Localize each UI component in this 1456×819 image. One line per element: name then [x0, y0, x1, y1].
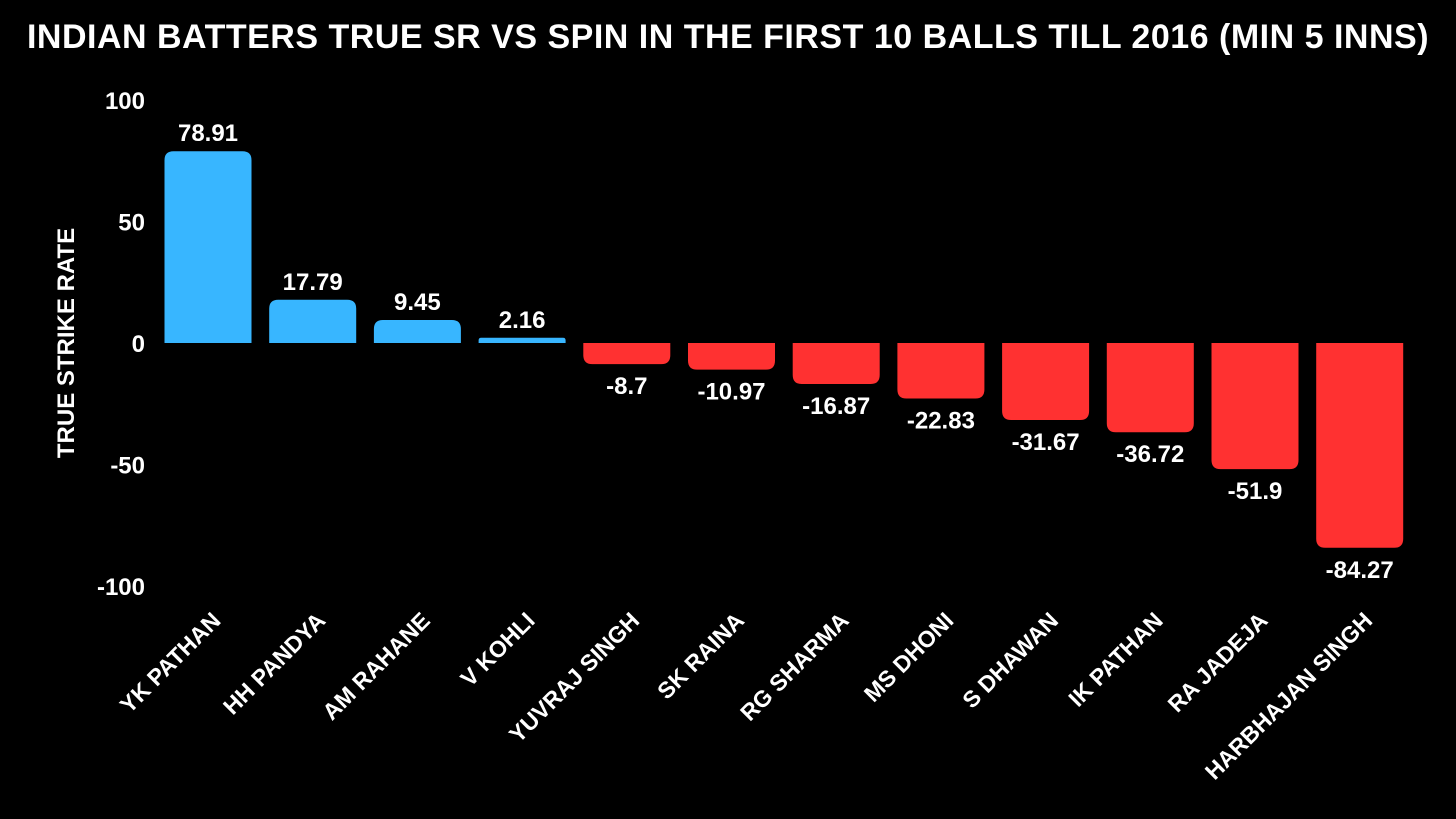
data-label: -31.67 [1012, 429, 1080, 456]
data-label: 9.45 [394, 289, 441, 316]
y-tick-label: 50 [118, 210, 145, 237]
bar-hh-pandya [269, 299, 357, 343]
chart-title: INDIAN BATTERS TRUE SR VS SPIN IN THE FI… [26, 18, 1430, 56]
y-tick-label: 0 [132, 331, 145, 358]
data-label: -10.97 [697, 379, 765, 406]
x-tick-label: YK PATHAN [115, 607, 226, 718]
y-tick-label: -50 [110, 453, 145, 480]
bar-harbhajan-singh [1316, 343, 1404, 548]
data-label: -84.27 [1326, 557, 1394, 584]
bar-ik-pathan [1106, 343, 1194, 433]
data-label: 17.79 [283, 269, 343, 296]
data-labels: 78.91 17.79 9.45 2.16 -8.7 -10.97 -16.87 -22.83… [178, 120, 1394, 584]
bar-sk-raina [688, 343, 775, 370]
x-tick-label: HH PANDYA [218, 607, 330, 719]
data-label: -16.87 [802, 393, 870, 420]
x-tick-label: RA JADEJA [1163, 607, 1273, 717]
bar-v-kohli [478, 337, 566, 343]
x-tick-label: SK RAINA [652, 607, 749, 704]
bar-s-dhawan [1002, 343, 1090, 420]
data-label: -36.72 [1116, 441, 1184, 468]
y-axis-ticks: 100 50 0 -50 -100 [97, 88, 145, 601]
x-tick-label: MS DHONI [859, 607, 959, 707]
data-label: -8.7 [606, 373, 647, 400]
data-label: 78.91 [178, 120, 238, 147]
x-tick-label: AM RAHANE [317, 607, 435, 725]
y-tick-label: 100 [105, 88, 145, 115]
bar-yuvraj-singh [583, 343, 671, 365]
x-tick-label: V KOHLI [455, 607, 539, 691]
data-label: 2.16 [499, 307, 546, 334]
y-tick-label: -100 [97, 574, 145, 601]
x-tick-label: S DHAWAN [957, 607, 1063, 713]
bar-yk-pathan [164, 151, 252, 343]
bar-am-rahane [373, 320, 461, 343]
y-axis-title: TRUE STRIKE RATE [53, 228, 80, 458]
bar-ms-dhoni [897, 343, 985, 399]
data-label: -22.83 [907, 407, 975, 434]
bar-rg-sharma [792, 343, 880, 384]
x-tick-label: RG SHARMA [735, 607, 854, 726]
data-label: -51.9 [1228, 478, 1283, 505]
bars [164, 151, 1404, 548]
bar-ra-jadeja [1211, 343, 1299, 470]
x-tick-label: IK PATHAN [1063, 607, 1168, 712]
